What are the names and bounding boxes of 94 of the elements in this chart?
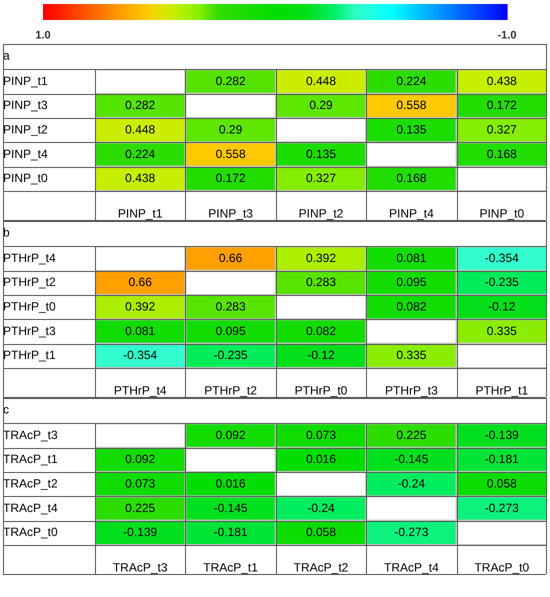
x-tick-label: PINP_t2 xyxy=(298,206,344,221)
x-tick-label: PINP_t4 xyxy=(389,206,434,221)
data-label: -0.139 xyxy=(484,428,520,442)
y-tick-label: PTHrP_t2 xyxy=(3,275,56,290)
x-tick-label: PTHrP_t4 xyxy=(114,384,167,398)
data-label: 0.082 xyxy=(306,324,336,338)
data-label: 0.135 xyxy=(306,146,336,161)
data-label: 0.66 xyxy=(218,250,243,265)
y-tick-label: TRAcP_t4 xyxy=(3,500,58,515)
data-label: 0.558 xyxy=(216,146,246,161)
data-label: -0.139 xyxy=(123,525,158,540)
data-label: 0.135 xyxy=(396,122,427,137)
data-label: 0.327 xyxy=(486,122,518,137)
x-tick-label: PINP_t3 xyxy=(208,206,254,221)
data-label: 0.058 xyxy=(486,476,518,491)
data-label: 0.058 xyxy=(306,525,336,540)
y-tick-label: TRAcP_t2 xyxy=(3,476,58,491)
data-label: 0.327 xyxy=(306,171,336,186)
data-label: 0.172 xyxy=(486,98,518,112)
data-label: 0.438 xyxy=(486,74,518,88)
x-tick-label: TRAcP_t1 xyxy=(203,560,258,575)
x-tick-label: TRAcP_t2 xyxy=(294,560,349,575)
data-label: 0.282 xyxy=(216,74,246,88)
y-tick-label: TRAcP_t1 xyxy=(3,452,58,466)
data-label: 0.282 xyxy=(125,98,156,112)
data-label: -0.235 xyxy=(214,348,248,362)
data-label: 0.082 xyxy=(396,300,427,314)
x-tick-label: PTHrP_t1 xyxy=(475,384,528,398)
data-label: 0.29 xyxy=(309,98,333,112)
data-label: -0.273 xyxy=(484,500,520,515)
y-tick-label: TRAcP_t0 xyxy=(3,525,58,540)
data-label: -0.235 xyxy=(484,275,520,290)
chart-title: b xyxy=(3,226,10,240)
y-tick-label: PINP_t0 xyxy=(3,171,48,186)
data-label: -0.145 xyxy=(214,500,248,515)
data-label: 0.073 xyxy=(125,476,156,491)
data-label: 0.283 xyxy=(306,275,336,290)
y-tick-label: PINP_t1 xyxy=(3,74,48,88)
x-tick-label: PTHrP_t2 xyxy=(204,384,258,398)
data-label: 0.172 xyxy=(216,171,246,186)
data-label: -0.145 xyxy=(394,452,429,466)
data-label: 0.092 xyxy=(125,452,156,466)
y-tick-label: PTHrP_t0 xyxy=(3,300,56,314)
y-tick-label: TRAcP_t3 xyxy=(3,428,58,442)
data-label: 0.081 xyxy=(125,324,156,338)
data-label: 0.168 xyxy=(396,171,427,186)
x-tick-label: TRAcP_t0 xyxy=(474,560,530,575)
data-label: 0.66 xyxy=(128,275,152,290)
data-label: 0.016 xyxy=(216,476,246,491)
data-label: 0.095 xyxy=(216,324,246,338)
data-label: 0.224 xyxy=(396,74,427,88)
y-tick-label: PTHrP_t3 xyxy=(3,324,56,338)
data-label: 0.081 xyxy=(396,250,427,265)
data-label: -0.24 xyxy=(398,476,426,491)
data-label: 0.558 xyxy=(396,98,427,112)
color-bar-label: -1.0 xyxy=(498,30,516,42)
color-bar-label: 1.0 xyxy=(35,30,51,42)
data-label: -0.181 xyxy=(214,525,248,540)
data-label: 0.073 xyxy=(306,428,336,442)
y-tick-label: PTHrP_t1 xyxy=(3,348,56,362)
data-label: -0.273 xyxy=(394,525,429,540)
x-tick-label: PTHrP_t0 xyxy=(294,384,348,398)
data-label: -0.354 xyxy=(484,250,520,265)
x-tick-label: TRAcP_t3 xyxy=(112,560,168,575)
data-label: -0.181 xyxy=(484,452,520,466)
data-label: 0.438 xyxy=(125,171,156,186)
data-label: 0.448 xyxy=(125,122,156,137)
data-label: 0.335 xyxy=(486,324,518,338)
data-label: 0.225 xyxy=(125,500,156,515)
data-label: -0.12 xyxy=(488,300,516,314)
x-tick-label: TRAcP_t4 xyxy=(384,560,440,575)
x-tick-label: PINP_t0 xyxy=(479,206,524,221)
data-label: 0.335 xyxy=(396,348,427,362)
data-label: -0.24 xyxy=(307,500,335,515)
data-label: 0.016 xyxy=(306,452,336,466)
y-tick-label: PINP_t2 xyxy=(3,122,48,137)
y-tick-label: PINP_t4 xyxy=(3,146,48,161)
x-tick-label: PINP_t1 xyxy=(118,206,163,221)
data-label: 0.168 xyxy=(486,146,518,161)
data-label: 0.392 xyxy=(125,300,156,314)
data-label: 0.092 xyxy=(216,428,246,442)
data-label: 0.283 xyxy=(216,300,246,314)
y-tick-label: PTHrP_t4 xyxy=(3,250,56,265)
data-label: 0.095 xyxy=(396,275,427,290)
data-label: 0.392 xyxy=(306,250,336,265)
data-label: 0.225 xyxy=(396,428,427,442)
data-label: 0.448 xyxy=(306,74,336,88)
data-label: 0.224 xyxy=(125,146,156,161)
data-label: -0.354 xyxy=(123,348,158,362)
chart-title: a xyxy=(3,48,10,63)
x-tick-label: PTHrP_t3 xyxy=(385,384,438,398)
data-label: 0.29 xyxy=(218,122,243,137)
data-label: -0.12 xyxy=(307,348,335,362)
y-tick-label: PINP_t3 xyxy=(3,98,48,112)
